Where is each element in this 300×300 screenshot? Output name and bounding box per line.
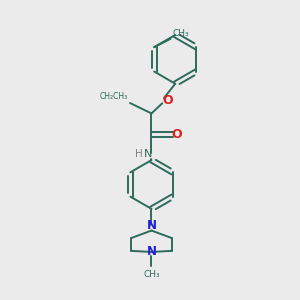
Text: CH₂CH₃: CH₂CH₃: [100, 92, 128, 101]
Text: N: N: [144, 149, 152, 160]
Text: CH₃: CH₃: [172, 29, 189, 38]
Text: O: O: [172, 128, 182, 141]
Text: N: N: [147, 219, 157, 232]
Text: N: N: [146, 245, 157, 258]
Text: CH₃: CH₃: [143, 270, 160, 279]
Text: O: O: [163, 94, 173, 107]
Text: H: H: [135, 149, 143, 160]
